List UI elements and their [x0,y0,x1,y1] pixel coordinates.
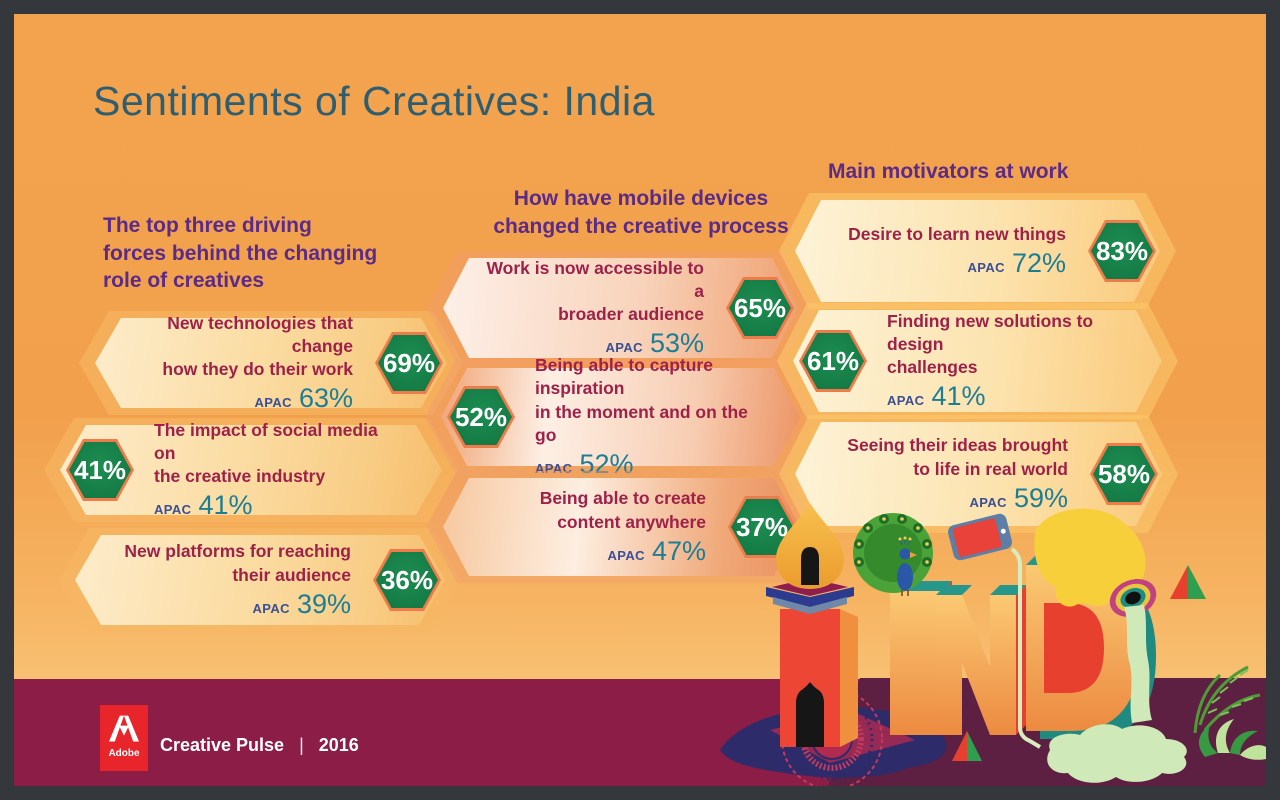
yellow-cloth [1034,508,1146,607]
percent-value: 83% [1095,235,1149,266]
jar-waterfall [1109,579,1157,723]
percent-value: 36% [380,564,434,595]
percent-hexagon-badge: 58% [1090,443,1158,505]
apac-value: 47% [651,535,706,566]
stat-banner-design-solutions: Finding new solutions to design challeng… [793,310,1162,412]
hexagon-fill [1093,446,1155,502]
minaret-tower [766,503,858,747]
percent-value: 69% [382,347,436,378]
banner-content: Being able to capture inspiration in the… [441,355,800,478]
banner-content: New platforms for reaching their audienc… [75,535,445,625]
slide-canvas: Sentiments of Creatives: India The top t… [14,14,1266,786]
stat-banner-learn-new-things: Desire to learn new things APAC 72% 83% [795,200,1160,302]
percent-value: 58% [1097,458,1151,489]
footer-year: 2016 [318,735,359,755]
apac-value: 53% [649,328,704,359]
stat-label: Seeing their ideas brought to life in re… [847,435,1068,479]
apac-line: APAC 72% [967,248,1066,279]
pyramid-ornaments [952,565,1206,761]
banner-content: Being able to create content anywhere AP… [443,478,800,576]
stat-label: The impact of social media on the creati… [154,419,378,487]
stat-banner-capture-inspiration: Being able to capture inspiration in the… [441,355,800,479]
footer-divider: | [299,735,304,755]
percent-hexagon-badge: 41% [66,439,134,501]
apac-line: APAC 47% [607,536,706,567]
apac-line: APAC 59% [969,483,1068,514]
footer-caption: Creative Pulse | 2016 [160,735,359,756]
footer-caption-text: Creative Pulse [160,735,285,755]
column-header-mobile-devices: How have mobile devices changed the crea… [493,187,789,238]
apac-line: APAC 63% [254,383,353,414]
percent-value: 37% [735,511,789,542]
fern-plants [1193,665,1266,760]
column-header-driving-forces: The top three driving forces behind the … [103,214,378,293]
percent-value: 61% [806,345,860,376]
adobe-a-mark [109,715,139,742]
adobe-logo: Adobe [100,705,148,771]
stat-banner-new-technologies: New technologies that change how they do… [95,318,447,408]
apac-line: APAC 41% [887,381,986,412]
onion-dome [776,503,844,589]
hexagon-fill [378,335,440,391]
apac-line: APAC 41% [154,490,253,521]
apac-value: 63% [298,383,353,414]
hexagon-fill [69,442,131,498]
peacock-icon [853,513,933,596]
percent-value: 65% [733,292,787,323]
percent-hexagon-badge: 83% [1088,220,1156,282]
percent-hexagon-badge: 65% [726,277,794,339]
apac-value: 72% [1011,248,1066,279]
apac-value: 41% [198,490,253,521]
stat-label: Being able to create content anywhere [539,488,706,532]
green-puddle [1047,724,1187,783]
hexagon-fill [1091,223,1153,279]
percent-hexagon-badge: 52% [447,386,515,448]
apac-label: APAC [154,502,192,518]
stat-label: New technologies that change how they do… [162,312,353,380]
stat-banner-broader-audience: Work is now accessible to a broader audi… [443,258,798,358]
stat-label: New platforms for reaching their audienc… [124,541,351,585]
hexagon-fill [450,389,512,445]
apac-label: APAC [967,260,1005,276]
stat-label: Work is now accessible to a broader audi… [486,257,704,325]
apac-value: 41% [931,381,986,412]
stat-label: Finding new solutions to design challeng… [887,310,1094,378]
banner-content: The impact of social media on the creati… [60,420,442,520]
banner-content: Work is now accessible to a broader audi… [443,258,798,358]
apac-label: APAC [254,395,292,411]
apac-line: APAC 53% [605,328,704,359]
adobe-wordmark: Adobe [108,748,140,759]
stat-banner-ideas-to-life: Seeing their ideas brought to life in re… [795,422,1162,526]
percent-hexagon-badge: 61% [799,330,867,392]
stat-banner-social-media: The impact of social media on the creati… [60,425,442,515]
apac-label: APAC [252,600,290,616]
apac-value: 39% [296,588,351,619]
smartphone-icon [948,513,1012,561]
apac-label: APAC [607,547,645,563]
apac-label: APAC [969,494,1007,510]
apac-line: APAC 39% [252,589,351,620]
percent-value: 41% [73,454,127,485]
india-illustration [720,503,1266,786]
banner-content: New technologies that change how they do… [95,313,447,413]
banner-content: Seeing their ideas brought to life in re… [795,422,1162,526]
stat-banner-new-platforms: New platforms for reaching their audienc… [75,535,445,625]
stat-label: Being able to capture inspiration in the… [535,355,748,445]
apac-label: APAC [605,340,643,356]
percent-hexagon-badge: 36% [373,549,441,611]
apac-value: 59% [1013,482,1068,513]
column-header-motivators: Main motivators at work [828,160,1069,183]
page-title: Sentiments of Creatives: India [93,78,655,124]
banner-content: Desire to learn new things APAC 72% [795,200,1160,302]
stat-label: Desire to learn new things [848,223,1066,244]
banner-content: Finding new solutions to design challeng… [793,310,1162,412]
percent-hexagon-badge: 69% [375,332,443,394]
apac-label: APAC [887,393,925,409]
charging-cable [1010,547,1042,749]
stat-banner-create-anywhere: Being able to create content anywhere AP… [443,478,800,576]
percent-value: 52% [454,401,508,432]
